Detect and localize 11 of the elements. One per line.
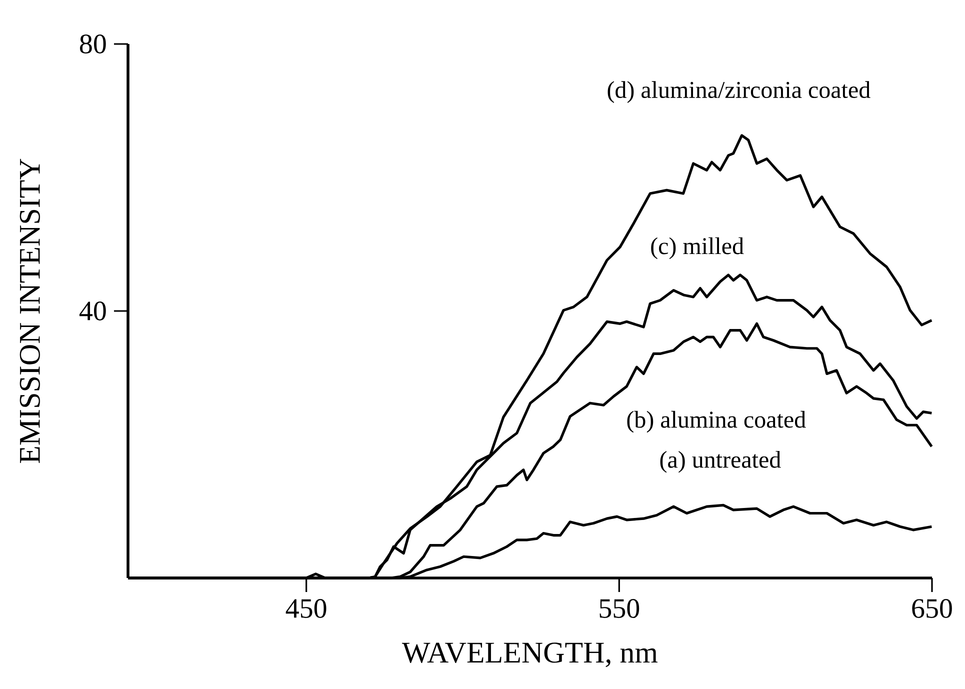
series-label: (a) untreated xyxy=(660,450,781,473)
y-tick-label: 80 xyxy=(80,34,106,54)
x-tick-label: 650 xyxy=(912,599,952,618)
x-tick-label: 550 xyxy=(600,599,640,618)
y-tick-label: 40 xyxy=(79,302,106,320)
x-axis-title: WAVELENGTH, nm xyxy=(402,642,658,668)
y-axis-title: EMISSION INTENSITY xyxy=(20,158,40,464)
x-tick-label: 450 xyxy=(286,599,326,618)
series-label: (c) milled xyxy=(651,237,744,260)
series-label: (b) alumina coated xyxy=(627,410,806,433)
series-label: (d) alumina/zirconia coated xyxy=(608,81,870,103)
